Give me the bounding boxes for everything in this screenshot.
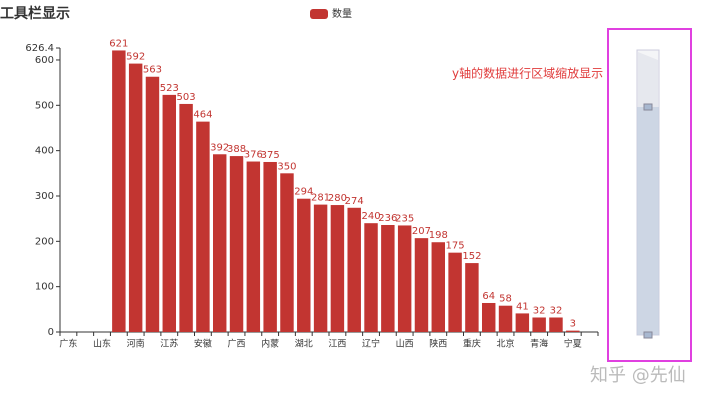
data-label: 392 (210, 142, 229, 153)
y-tick-label: 300 (35, 191, 54, 202)
zoom-handle[interactable] (643, 331, 653, 339)
x-tick-label: 山西 (396, 339, 414, 350)
bar (128, 63, 143, 332)
data-label: 280 (328, 193, 347, 204)
bar (414, 238, 429, 332)
bar (179, 103, 193, 333)
data-label: 464 (193, 110, 212, 121)
bar (313, 204, 328, 332)
data-label: 388 (227, 144, 246, 155)
data-label: 235 (395, 213, 414, 224)
data-label: 281 (311, 193, 330, 204)
bar (515, 313, 530, 332)
y-tick-label: 400 (35, 146, 54, 157)
bar (280, 173, 294, 332)
bar (532, 317, 546, 332)
legend-swatch[interactable] (310, 9, 328, 19)
x-tick-label: 广东 (59, 338, 77, 350)
data-label: 175 (446, 241, 465, 252)
data-label: 64 (482, 291, 495, 302)
bar (297, 198, 311, 332)
data-label: 523 (160, 83, 179, 94)
x-tick-label: 山东 (93, 338, 111, 350)
data-label: 236 (378, 213, 397, 224)
y-tick-label: 600 (35, 55, 54, 66)
data-label: 41 (516, 301, 529, 312)
data-label: 375 (261, 150, 280, 161)
bar (263, 161, 277, 332)
bar (448, 252, 462, 332)
data-label: 32 (550, 305, 563, 316)
data-label: 592 (126, 52, 145, 63)
data-label: 376 (244, 150, 263, 161)
data-label: 563 (143, 65, 162, 76)
bar (549, 317, 563, 332)
bar (498, 305, 513, 332)
x-tick-label: 广西 (228, 338, 246, 350)
zoom-window[interactable] (637, 107, 659, 335)
data-label: 198 (429, 230, 448, 241)
watermark: 知乎 @先仙 (590, 365, 686, 386)
data-label: 207 (412, 226, 431, 237)
y-tick-label: 500 (35, 100, 54, 111)
data-label: 240 (361, 211, 380, 222)
bar (347, 207, 361, 332)
data-label: 152 (462, 251, 481, 262)
chart-title: 工具栏显示 (0, 5, 70, 22)
zoom-frame (607, 28, 692, 362)
data-label: 621 (109, 38, 128, 49)
bar (212, 154, 227, 332)
x-tick-label: 辽宁 (362, 338, 380, 350)
x-tick-label: 河南 (127, 338, 145, 350)
x-tick-label: 陕西 (429, 338, 447, 350)
x-tick-label: 江西 (328, 339, 346, 350)
bar (364, 223, 378, 332)
data-label: 32 (533, 305, 546, 316)
x-tick-label: 宁夏 (564, 338, 582, 350)
x-tick-label: 青海 (530, 338, 548, 350)
bar (397, 225, 412, 332)
data-label: 350 (277, 161, 296, 172)
y-tick-label: 100 (35, 282, 54, 293)
data-label: 503 (177, 92, 196, 103)
bar (112, 50, 126, 333)
x-tick-label: 湖北 (295, 339, 313, 350)
x-tick-label: 安徽 (194, 338, 212, 350)
bar (196, 121, 210, 332)
x-tick-label: 重庆 (463, 338, 481, 350)
data-label: 3 (570, 319, 576, 330)
legend-label[interactable]: 数量 (332, 7, 352, 20)
x-tick-label: 北京 (497, 338, 515, 350)
bar (229, 156, 244, 332)
bar (566, 330, 580, 332)
annotation: y轴的数据进行区域缩放显示 (452, 66, 603, 81)
bar (246, 161, 261, 332)
data-label: 274 (345, 196, 364, 207)
x-tick-label: 江苏 (160, 338, 178, 350)
y-tick-label: 626.4 (25, 43, 54, 54)
zoom-handle[interactable] (643, 103, 653, 111)
y-tick-label: 0 (48, 327, 54, 338)
bar (465, 263, 479, 332)
data-label: 58 (499, 294, 512, 305)
bar (330, 205, 345, 332)
bar (481, 302, 496, 332)
data-label: 294 (294, 187, 313, 198)
bar (431, 242, 446, 332)
x-tick-label: 内蒙 (261, 338, 279, 350)
y-tick-label: 200 (35, 236, 54, 247)
bar (162, 94, 177, 333)
bar (145, 76, 160, 333)
bar (381, 225, 395, 332)
